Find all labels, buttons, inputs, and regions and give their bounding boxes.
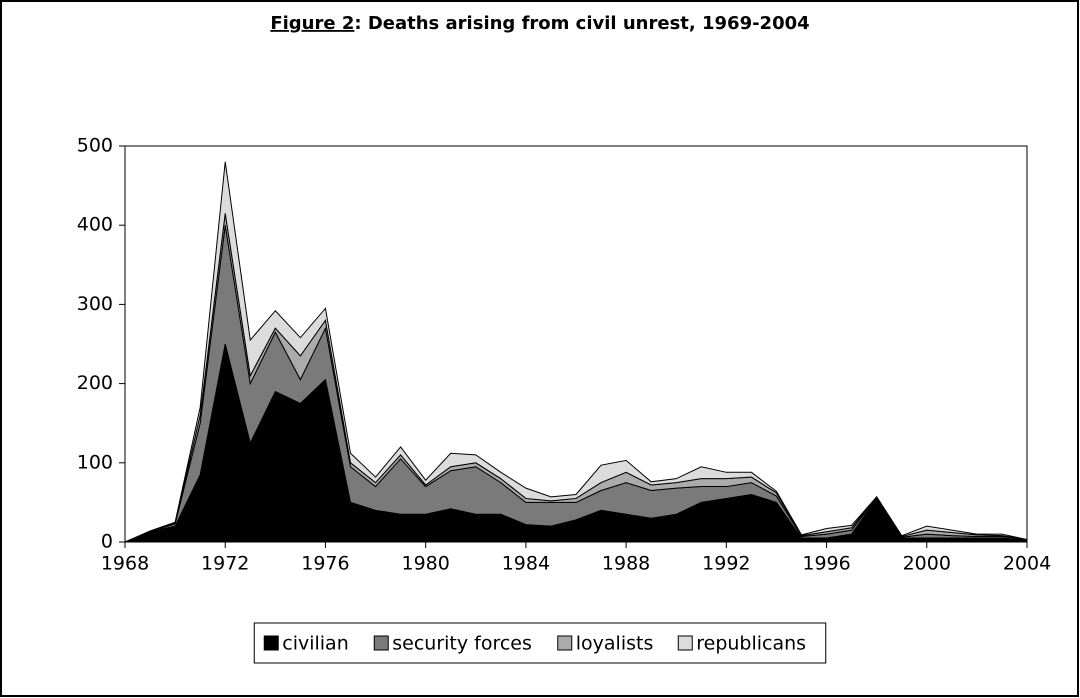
legend-label: republicans	[696, 633, 806, 655]
y-tick-label: 0	[101, 531, 113, 553]
area	[124, 161, 1028, 543]
x-tick-label: 1968	[101, 553, 149, 575]
legend-swatch	[263, 635, 279, 651]
chart-title: Figure 2: Deaths arising from civil unre…	[270, 13, 809, 34]
x-tick-label: 1984	[502, 553, 550, 575]
x-tick-label: 2004	[1003, 553, 1051, 575]
x-tick-label: 1972	[201, 553, 249, 575]
legend: civilian security forces loyalists republic…	[253, 622, 827, 664]
y-tick-label: 500	[77, 135, 113, 157]
x-tick-label: 1976	[301, 553, 349, 575]
x-tick-label: 1992	[702, 553, 750, 575]
y-tick-label: 300	[77, 293, 113, 315]
legend-box	[253, 622, 827, 664]
title-label: Figure 2	[270, 13, 354, 34]
y-tick-label: 200	[77, 372, 113, 394]
y-tick-label: 100	[77, 451, 113, 473]
legend-label: security forces	[392, 633, 532, 655]
x-tick-label: 2000	[903, 553, 951, 575]
title-text: : Deaths arising from civil unrest, 1969…	[354, 13, 809, 34]
legend-swatch	[373, 635, 389, 651]
legend-label: loyalists	[576, 633, 654, 655]
legend-label: civilian	[282, 633, 349, 655]
x-tick-label: 1988	[602, 553, 650, 575]
x-tick-label: 1996	[802, 553, 850, 575]
y-tick-label: 400	[77, 214, 113, 236]
legend-swatch	[557, 635, 573, 651]
legend-swatch	[677, 635, 693, 651]
x-tick-label: 1980	[401, 553, 449, 575]
